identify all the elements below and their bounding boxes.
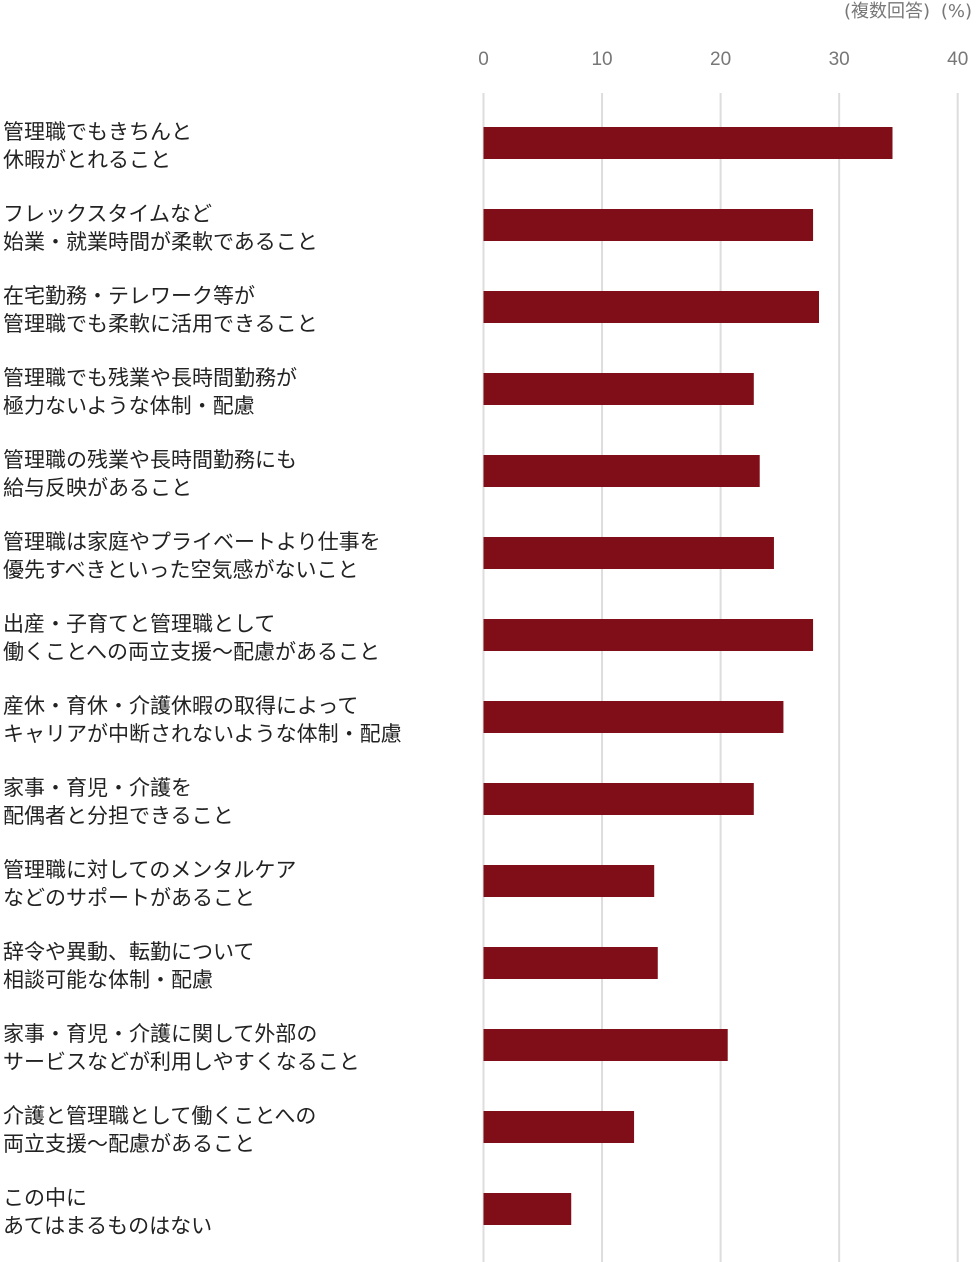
category-label: この中に (3, 1186, 87, 1210)
category-label: 休暇がとれること (3, 148, 171, 172)
bar (483, 1029, 728, 1061)
category-label: 給与反映があること (3, 476, 192, 500)
bar (483, 537, 774, 569)
x-tick-label: 10 (591, 49, 612, 70)
x-tick-label: 40 (947, 49, 968, 70)
category-label: 家事・育児・介護に関して外部の (3, 1022, 317, 1046)
category-label: 管理職でもきちんと (3, 120, 192, 144)
category-label: 家事・育児・介護を (3, 776, 192, 800)
category-label: 辞令や異動、転勤について (3, 940, 254, 964)
category-label: 管理職は家庭やプライベートより仕事を (3, 530, 381, 554)
category-label: 優先すべきといった空気感がないこと (3, 558, 359, 582)
category-label: 出産・子育てと管理職として (3, 612, 275, 636)
unit-label: (%) (941, 1, 972, 22)
category-label: 始業・就業時間が柔軟であること (3, 230, 318, 254)
category-label: などのサポートがあること (3, 886, 255, 910)
bar (483, 209, 814, 241)
bar (483, 455, 760, 487)
category-label: あてはまるものはない (3, 1214, 212, 1238)
bar (483, 701, 784, 733)
category-label: 相談可能な体制・配慮 (3, 968, 213, 992)
category-label: キャリアが中断されないような体制・配慮 (3, 722, 402, 746)
x-tick-label: 20 (710, 49, 731, 70)
bar (483, 947, 658, 979)
bar (483, 783, 754, 815)
category-label: 管理職でも柔軟に活用できること (3, 312, 318, 336)
bar (483, 1193, 572, 1225)
category-label: 介護と管理職として働くことへの (3, 1104, 316, 1128)
category-label: 配偶者と分担できること (3, 804, 234, 828)
x-tick-label: 30 (829, 49, 850, 70)
bar (483, 1111, 635, 1143)
bar (483, 373, 754, 405)
x-tick-label: 0 (478, 49, 489, 70)
bar (483, 619, 814, 651)
category-label: 管理職でも残業や長時間勤務が (3, 366, 297, 390)
category-label: 管理職に対してのメンタルケア (3, 858, 296, 882)
category-label: 在宅勤務・テレワーク等が (3, 284, 255, 308)
category-label: フレックスタイムなど (3, 202, 212, 226)
bar (483, 127, 893, 159)
category-label: 管理職の残業や長時間勤務にも (3, 448, 297, 472)
category-label: 働くことへの両立支援〜配慮があること (3, 640, 380, 664)
bar (483, 291, 819, 323)
category-label: 両立支援〜配慮があること (3, 1132, 255, 1156)
note-label: (複数回答) (844, 1, 930, 22)
bar (483, 865, 655, 897)
category-label: 産休・育休・介護休暇の取得によって (3, 694, 358, 718)
category-label: サービスなどが利用しやすくなること (3, 1050, 360, 1074)
category-label: 極力ないような体制・配慮 (3, 394, 255, 418)
